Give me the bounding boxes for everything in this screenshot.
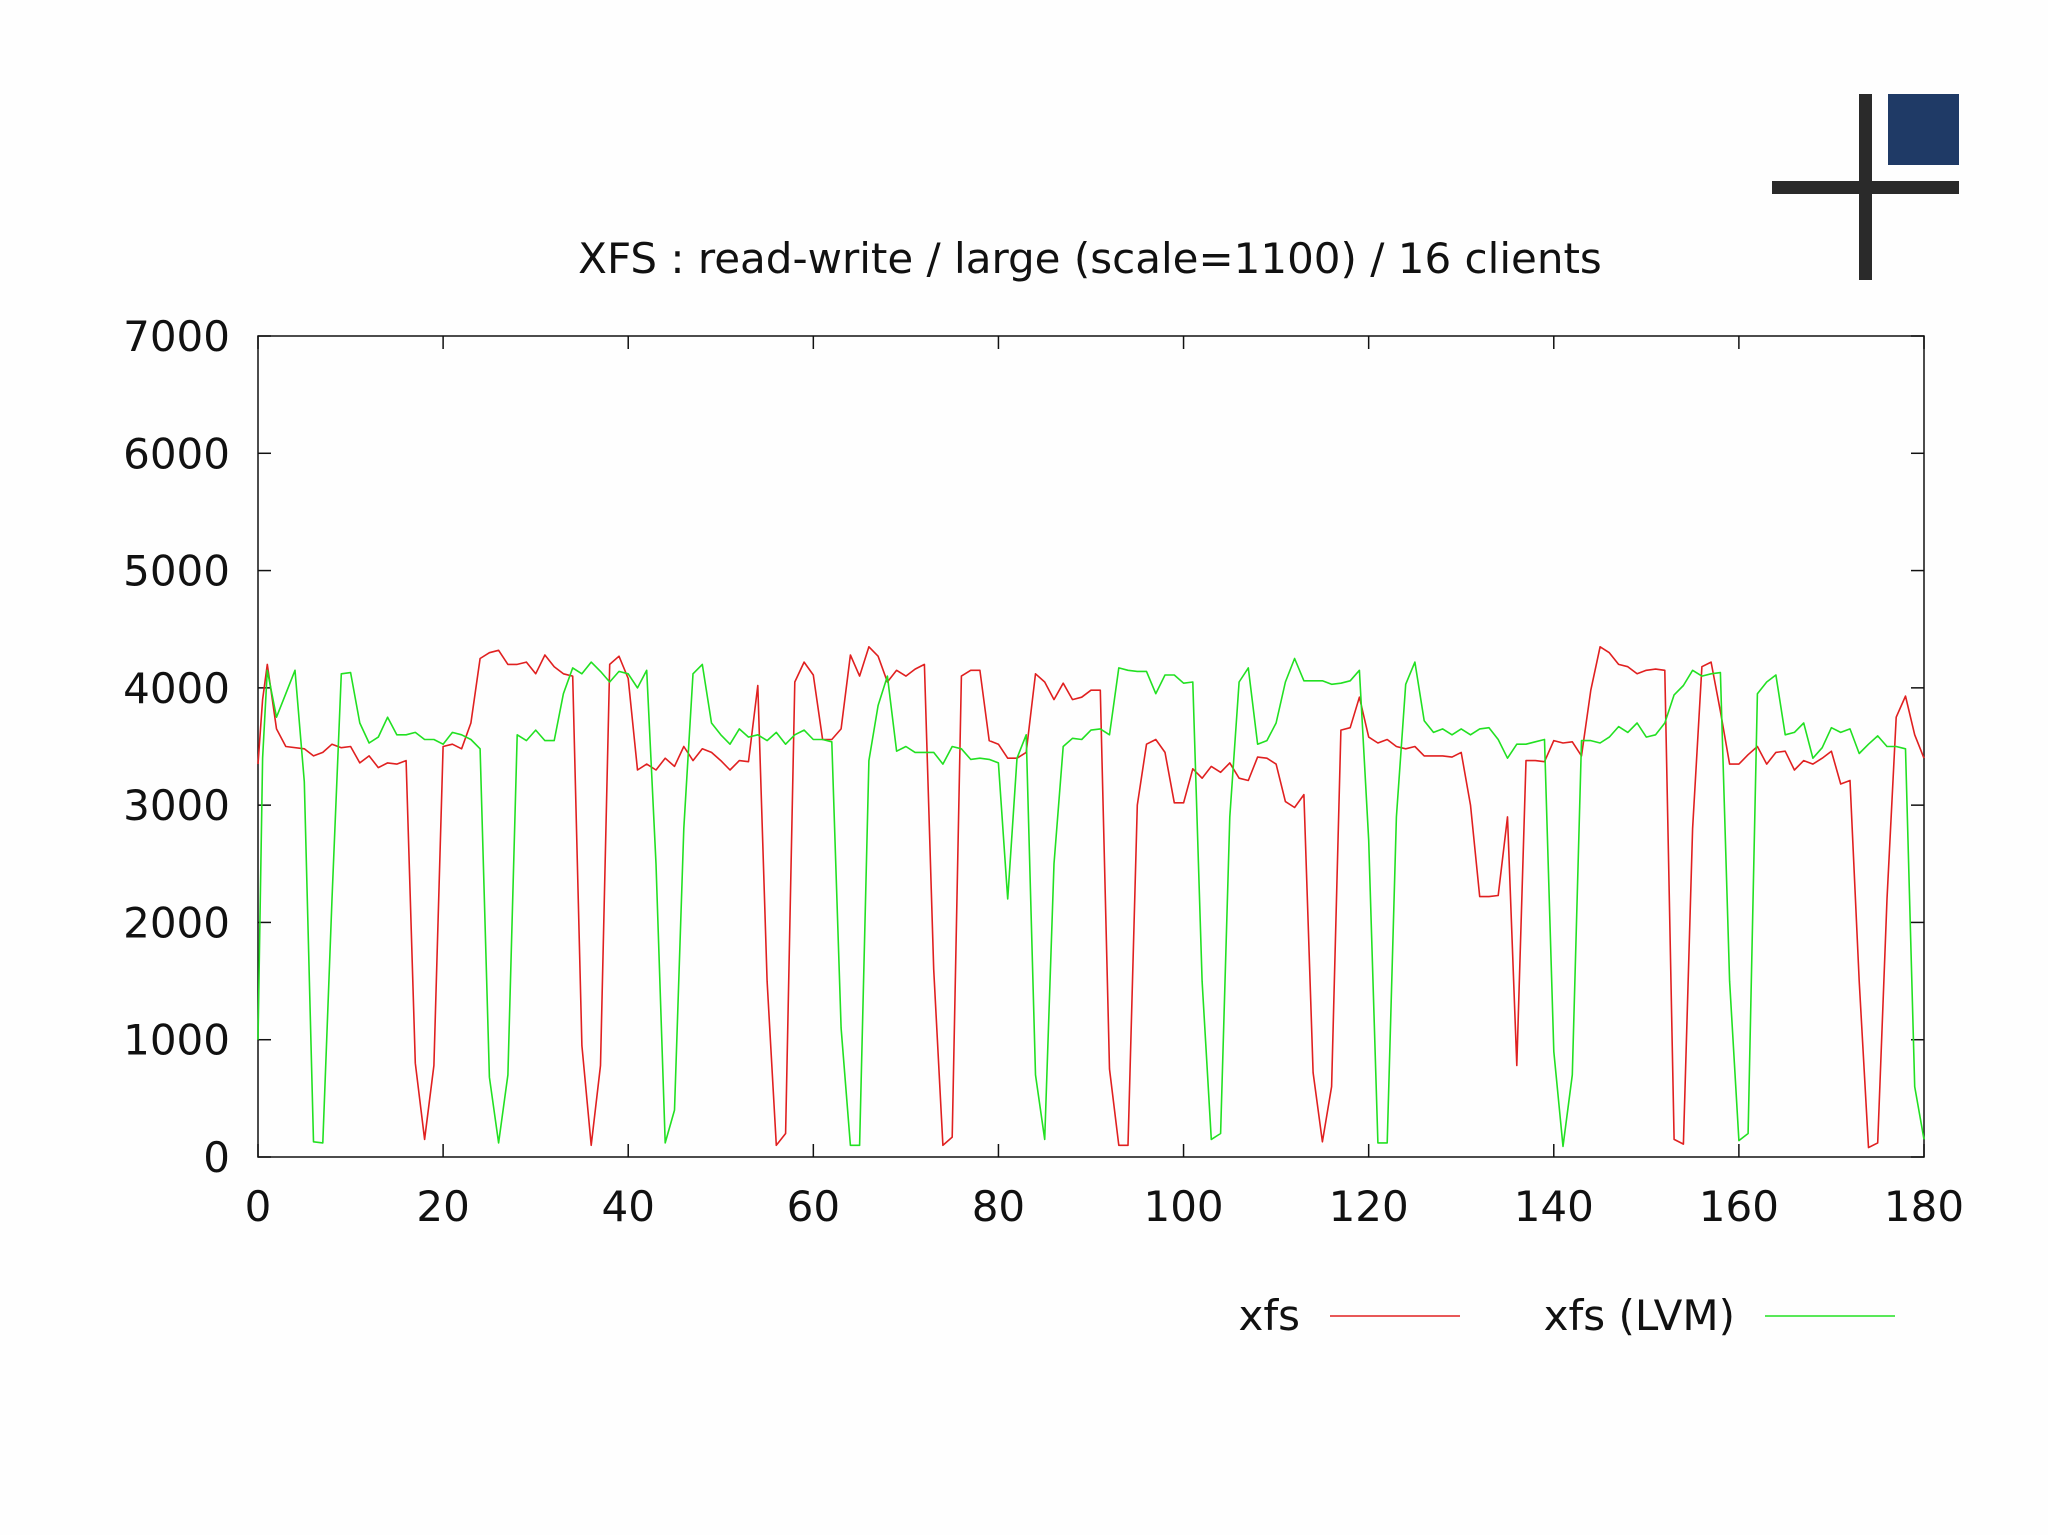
y-tick-label: 2000: [123, 898, 230, 947]
corner-logo: [1772, 94, 1959, 280]
y-tick-label: 7000: [123, 312, 230, 361]
x-tick-label: 0: [245, 1182, 272, 1231]
y-tick-label: 6000: [123, 429, 230, 478]
legend-label-xfs-lvm: xfs (LVM): [1544, 1291, 1735, 1340]
x-tick-label: 180: [1884, 1182, 1964, 1231]
x-tick-label: 120: [1329, 1182, 1409, 1231]
x-tick-label: 160: [1699, 1182, 1779, 1231]
series-line-xfs: [257, 646, 1925, 1149]
series-lines: [257, 646, 1925, 1149]
x-tick-label: 40: [601, 1182, 654, 1231]
x-tick-label: 20: [416, 1182, 469, 1231]
axis-ticks: [257, 335, 1925, 1158]
y-tick-label: 5000: [123, 547, 230, 596]
y-axis-tick-labels: 0 1000 2000 3000 4000 5000 6000 7000: [123, 312, 230, 1182]
y-tick-label: 1000: [123, 1016, 230, 1065]
x-tick-label: 100: [1143, 1182, 1223, 1231]
logo-square: [1888, 94, 1959, 165]
plot-frame: [257, 335, 1925, 1158]
legend: xfs xfs (LVM): [1238, 1291, 1895, 1340]
chart-title: XFS : read-write / large (scale=1100) / …: [578, 234, 1602, 283]
logo-horizontal-bar: [1772, 181, 1959, 194]
y-tick-label: 4000: [123, 664, 230, 713]
x-tick-label: 140: [1514, 1182, 1594, 1231]
x-axis-tick-labels: 0 20 40 60 80 100 120 140 160 180: [245, 1182, 1964, 1231]
y-tick-label: 3000: [123, 781, 230, 830]
x-tick-label: 60: [787, 1182, 840, 1231]
series-line-xfs-lvm: [257, 657, 1925, 1148]
legend-label-xfs: xfs: [1238, 1291, 1300, 1340]
x-tick-label: 80: [972, 1182, 1025, 1231]
y-tick-label: 0: [203, 1133, 230, 1182]
